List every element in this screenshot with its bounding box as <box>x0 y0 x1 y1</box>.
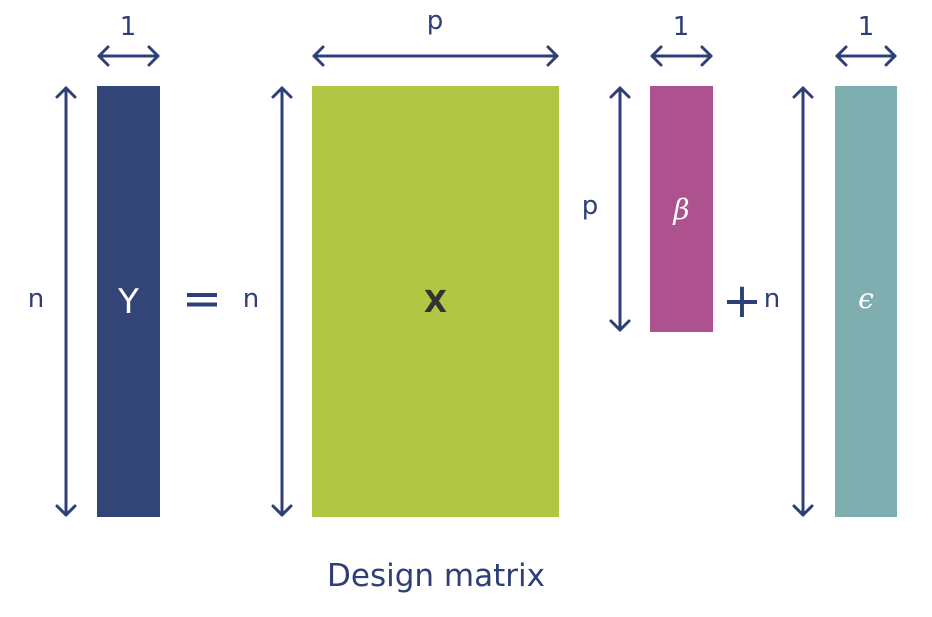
beta-vector-block <box>650 86 713 332</box>
beta-rows-label: p <box>582 191 599 221</box>
epsilon-height-arrow <box>792 86 814 517</box>
plus-sign: + <box>722 273 762 329</box>
beta-height-arrow <box>609 86 631 332</box>
epsilon-vector-block <box>835 86 897 517</box>
y-matrix-label: Y <box>117 282 139 322</box>
epsilon-rows-label: n <box>764 284 780 314</box>
equals-sign: = <box>182 271 222 327</box>
x-rows-label: n <box>243 284 259 314</box>
epsilon-vector-label: ϵ <box>858 282 874 315</box>
design-matrix-caption: Design matrix <box>327 558 545 594</box>
beta-vector-label: β <box>672 193 689 226</box>
y-height-arrow <box>55 86 77 517</box>
y-width-arrow <box>97 45 160 67</box>
x-height-arrow <box>271 86 293 517</box>
y-matrix-block <box>97 86 160 517</box>
epsilon-width-arrow <box>835 45 897 67</box>
x-matrix-block <box>312 86 559 517</box>
x-width-arrow <box>312 45 559 67</box>
epsilon-cols-label: 1 <box>858 12 875 42</box>
x-matrix-label: X <box>424 285 447 320</box>
beta-cols-label: 1 <box>673 12 690 42</box>
beta-width-arrow <box>650 45 713 67</box>
y-cols-label: 1 <box>120 12 137 42</box>
x-cols-label: p <box>427 6 444 36</box>
y-rows-label: n <box>28 284 44 314</box>
